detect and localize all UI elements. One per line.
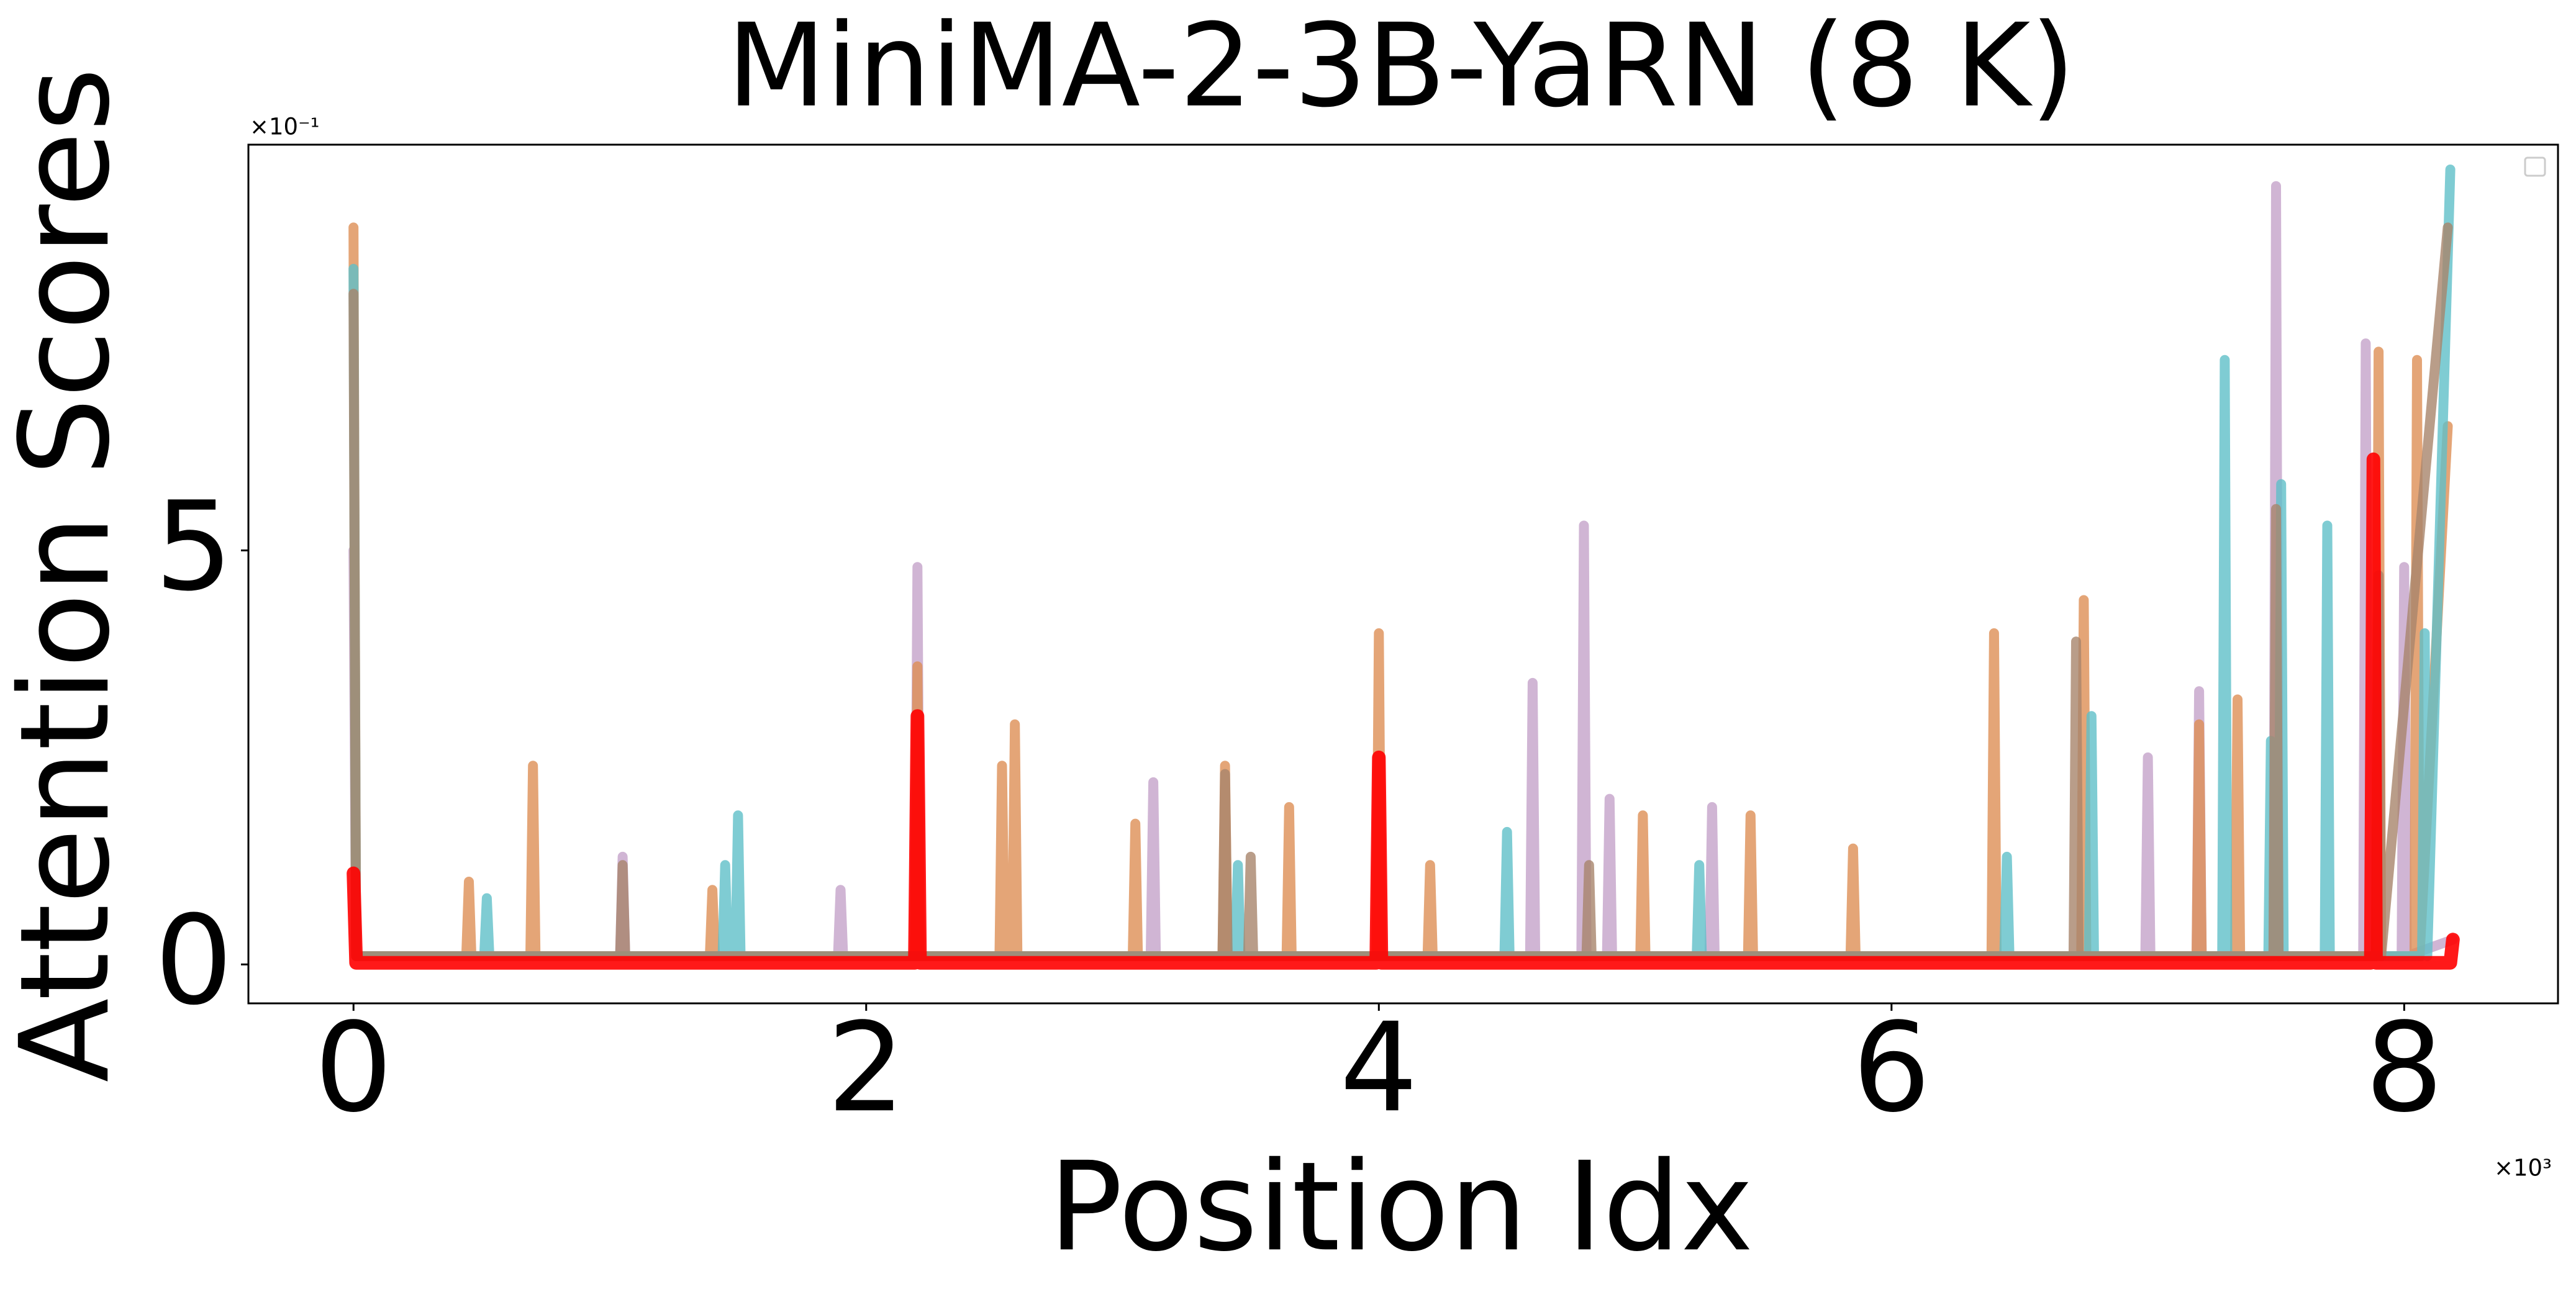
x-tick-label: 8 bbox=[2365, 996, 2443, 1139]
chart-title: MiniMA-2-3B-YaRN (8 K) bbox=[727, 0, 2075, 133]
series-line bbox=[348, 165, 2456, 961]
series-line bbox=[348, 181, 2458, 961]
y-axis-label: Attention Scores bbox=[0, 68, 137, 1082]
x-tick-label: 4 bbox=[1340, 996, 1418, 1139]
series-line bbox=[347, 452, 2460, 970]
series-line bbox=[348, 222, 2453, 961]
plot-area bbox=[347, 165, 2460, 970]
x-axis-label: Position Idx bbox=[1048, 1135, 1753, 1278]
x-tick-label: 0 bbox=[314, 996, 392, 1139]
plot-frame bbox=[247, 143, 2559, 1005]
y-tick-label: 0 bbox=[155, 889, 233, 1033]
x-offset-text: ×10³ bbox=[2494, 1155, 2552, 1182]
legend-box bbox=[2524, 156, 2546, 177]
x-tick-label: 6 bbox=[1853, 996, 1931, 1139]
series-line bbox=[348, 222, 2453, 961]
y-tick-label: 5 bbox=[155, 475, 233, 618]
y-offset-text: ×10⁻¹ bbox=[250, 114, 319, 140]
x-tick-label: 2 bbox=[827, 996, 905, 1139]
